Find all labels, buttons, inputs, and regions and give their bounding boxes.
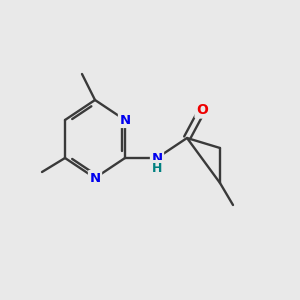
Text: N: N [119,113,130,127]
Text: N: N [89,172,100,184]
Text: H: H [152,161,162,175]
Text: O: O [196,103,208,117]
Text: N: N [152,152,163,166]
